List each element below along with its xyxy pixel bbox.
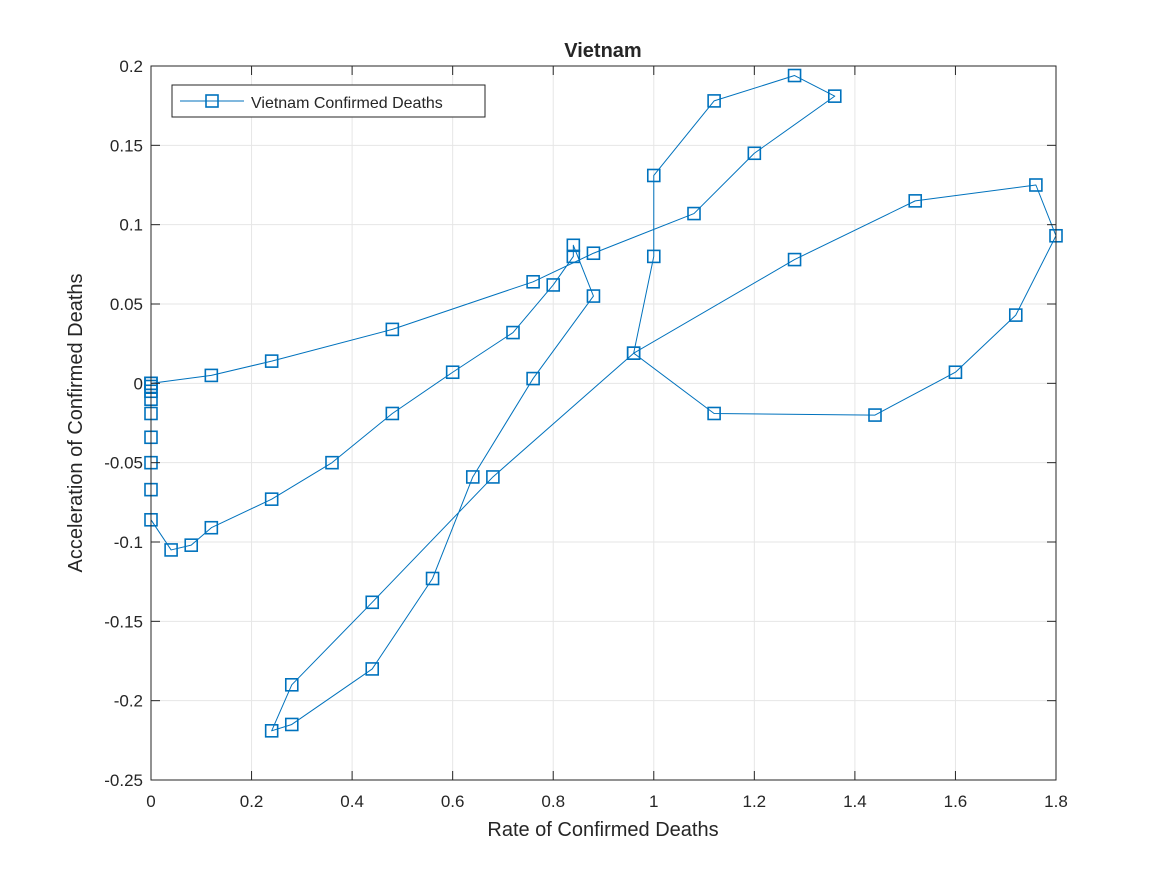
x-tick-label: 1.2: [743, 792, 767, 811]
y-tick-label: 0.15: [110, 136, 143, 155]
y-tick-label: -0.25: [104, 771, 143, 790]
series-line: [150, 75, 1057, 732]
data-point-marker: [264, 354, 279, 368]
x-tick-label: 1.6: [944, 792, 968, 811]
x-axis-label: Rate of Confirmed Deaths: [487, 819, 718, 841]
data-point-marker: [626, 346, 641, 360]
data-point-marker: [506, 325, 520, 340]
x-tick-label: 0.8: [541, 792, 565, 811]
data-point-marker: [908, 194, 923, 208]
legend[interactable]: Vietnam Confirmed Deaths: [171, 84, 486, 118]
x-tick-label: 0.6: [441, 792, 465, 811]
data-point-marker: [526, 371, 540, 386]
x-tick-label: 1.4: [843, 792, 867, 811]
axis-ticks: 0 0.2 0.4 0.6 0.8 1 1.2 1.4 1.6 1.8 -0.25 -0.2 -0.15…: [104, 57, 1068, 811]
x-tick-label: 0: [146, 792, 155, 811]
data-point-marker: [787, 252, 802, 267]
x-tick-label: 1: [649, 792, 658, 811]
data-point-marker: [868, 408, 882, 422]
data-point-marker: [284, 677, 299, 692]
y-axis-label: Acceleration of Confirmed Deaths: [65, 273, 87, 572]
y-tick-label: 0.2: [119, 57, 143, 76]
data-point-marker: [425, 571, 440, 586]
data-point-marker: [465, 470, 480, 484]
data-point-marker: [164, 543, 178, 557]
y-tick-label: 0: [134, 374, 143, 393]
y-tick-label: 0.05: [110, 295, 143, 314]
data-point-marker: [264, 492, 279, 506]
data-point-marker: [707, 406, 721, 421]
data-point-marker: [586, 289, 601, 303]
data-point-marker: [264, 724, 279, 738]
plot-area: [151, 66, 1056, 780]
y-tick-label: -0.05: [104, 454, 143, 473]
data-point-marker: [566, 238, 581, 253]
data-point-marker: [526, 274, 540, 289]
y-tick-label: 0.1: [119, 216, 143, 235]
y-tick-label: -0.2: [114, 692, 143, 711]
gridlines: [151, 66, 1056, 780]
y-tick-label: -0.1: [114, 533, 143, 552]
y-tick-label: -0.15: [104, 612, 143, 631]
data-point-marker: [646, 249, 661, 264]
data-point-marker: [204, 520, 219, 535]
data-point-marker: [385, 322, 400, 337]
x-tick-label: 0.2: [240, 792, 264, 811]
data-point-marker: [948, 365, 963, 380]
data-point-marker: [486, 470, 500, 484]
data-point-marker: [546, 278, 561, 292]
data-point-marker: [827, 89, 842, 103]
data-point-marker: [184, 538, 199, 552]
data-point-marker: [365, 662, 380, 676]
data-point-marker: [445, 365, 460, 380]
legend-marker-square: [205, 94, 219, 108]
chart-title: Vietnam: [564, 40, 641, 62]
data-point-marker: [1008, 308, 1023, 322]
data-point-marker: [365, 595, 380, 610]
data-point-marker: [586, 246, 601, 261]
data-point-marker: [204, 368, 219, 383]
axes-box: [150, 65, 1057, 781]
data-point-marker: [566, 249, 581, 264]
data-point-marker: [687, 206, 701, 221]
data-point-marker: [1029, 178, 1043, 192]
legend-label: Vietnam Confirmed Deaths: [251, 95, 443, 112]
x-tick-label: 0.4: [340, 792, 364, 811]
data-point-marker: [787, 68, 802, 83]
data-series: [144, 68, 1063, 738]
data-point-marker: [707, 94, 721, 108]
data-point-marker: [747, 146, 762, 161]
data-point-marker: [325, 455, 339, 470]
x-tick-label: 1.8: [1044, 792, 1068, 811]
data-point-marker: [284, 717, 299, 732]
data-point-marker: [646, 168, 661, 183]
data-point-marker: [385, 406, 400, 421]
